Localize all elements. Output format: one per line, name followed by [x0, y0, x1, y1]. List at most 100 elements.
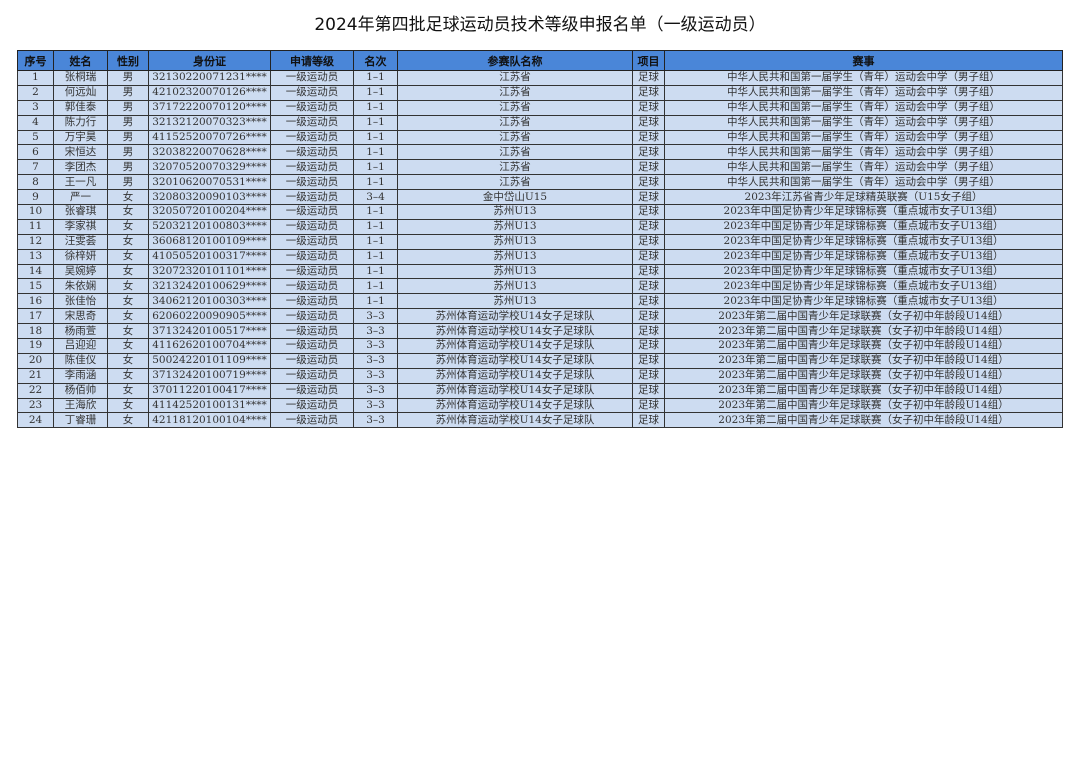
table-row: 14 吴婉婷女 32072320101101**** 一级运动员 1–1 苏州U13 足球 2… [17, 263, 1063, 280]
col-gender-cell: 男 [107, 114, 149, 131]
table-row: 12 汪雯荟女 36068120100109**** 一级运动员 1–1 苏州U13 足球 2… [17, 233, 1063, 250]
col-level-cell: 一级运动员 [270, 189, 354, 206]
col-rank-cell: 1–1 [353, 114, 398, 131]
col-rank-cell: 1–1 [353, 204, 398, 220]
col-gender-cell: 女 [107, 323, 149, 340]
col-event-cell: 2023年中国足协青少年足球锦标赛（重点城市女子U13组） [664, 204, 1063, 220]
col-name-cell: 宋思奇 [53, 308, 108, 325]
col-name-cell: 汪雯荟 [53, 233, 108, 250]
col-gender-cell: 女 [107, 248, 149, 265]
col-index-cell: 9 [17, 189, 54, 206]
table-row: 18 杨雨萱女 37132420100517**** 一级运动员 3–3 苏州体育运动学校… [17, 323, 1063, 340]
col-sport-cell: 足球 [632, 263, 665, 280]
col-sport-cell: 足球 [632, 323, 665, 340]
col-id-cell: 32072320101101**** [148, 263, 271, 280]
col-team-cell: 苏州U13 [397, 263, 633, 280]
col-id-cell: 34062120100303**** [148, 293, 271, 310]
col-gender-cell: 女 [107, 382, 149, 399]
header-col-gender: 性别 [107, 50, 149, 71]
col-id-cell: 32130220071231**** [148, 70, 271, 86]
col-gender-cell: 男 [107, 129, 149, 146]
col-event-cell: 2023年中国足协青少年足球锦标赛（重点城市女子U13组） [664, 263, 1063, 280]
col-level-cell: 一级运动员 [270, 159, 354, 176]
col-team-cell: 苏州U13 [397, 278, 633, 295]
col-name-cell: 吕迎迎 [53, 338, 108, 354]
col-gender-cell: 男 [107, 174, 149, 191]
col-index-cell: 15 [17, 278, 54, 295]
col-id-cell: 41162620100704**** [148, 338, 271, 354]
col-sport-cell: 足球 [632, 218, 665, 235]
header-col-index: 序号 [17, 50, 54, 71]
col-event-cell: 2023年江苏省青少年足球精英联赛（U15女子组） [664, 189, 1063, 206]
col-id-cell: 37132420100719**** [148, 367, 271, 384]
col-id-cell: 37172220070120**** [148, 99, 271, 116]
table-row: 20 陈佳仪女 50024220101109**** 一级运动员 3–3 苏州体育运动学校… [17, 352, 1063, 369]
col-team-cell: 苏州U13 [397, 218, 633, 235]
col-sport-cell: 足球 [632, 204, 665, 220]
col-rank-cell: 1–1 [353, 70, 398, 86]
col-rank-cell: 1–1 [353, 278, 398, 295]
col-event-cell: 2023年第二届中国青少年足球联赛（女子初中年龄段U14组） [664, 308, 1063, 325]
col-index-cell: 23 [17, 397, 54, 414]
col-index-cell: 7 [17, 159, 54, 176]
col-index-cell: 12 [17, 233, 54, 250]
col-level-cell: 一级运动员 [270, 293, 354, 310]
table-row: 6 宋恒达男 32038220070628**** 一级运动员 1–1 江苏省 足球 中华人民… [17, 144, 1063, 161]
col-gender-cell: 女 [107, 338, 149, 354]
col-index-cell: 14 [17, 263, 54, 280]
col-event-cell: 2023年第二届中国青少年足球联赛（女子初中年龄段U14组） [664, 367, 1063, 384]
col-sport-cell: 足球 [632, 367, 665, 384]
table-row: 3 郭佳泰男 37172220070120**** 一级运动员 1–1 江苏省 足球 中华人民… [17, 99, 1063, 116]
col-id-cell: 32080320090103**** [148, 189, 271, 206]
col-gender-cell: 女 [107, 412, 149, 429]
col-rank-cell: 1–1 [353, 293, 398, 310]
col-level-cell: 一级运动员 [270, 144, 354, 161]
col-name-cell: 何远灿 [53, 84, 108, 101]
col-name-cell: 张睿琪 [53, 204, 108, 220]
col-id-cell: 32132420100629**** [148, 278, 271, 295]
col-sport-cell: 足球 [632, 308, 665, 325]
col-sport-cell: 足球 [632, 293, 665, 310]
col-gender-cell: 女 [107, 308, 149, 325]
col-id-cell: 32070520070329**** [148, 159, 271, 176]
col-sport-cell: 足球 [632, 84, 665, 101]
table-row: 11 李家祺女 52032120100803**** 一级运动员 1–1 苏州U13 足球 2… [17, 218, 1063, 235]
col-level-cell: 一级运动员 [270, 323, 354, 340]
col-name-cell: 杨佰帅 [53, 382, 108, 399]
col-index-cell: 3 [17, 99, 54, 116]
table-row: 5 万宇昊男 41152520070726**** 一级运动员 1–1 江苏省 足球 中华人民… [17, 129, 1063, 146]
col-name-cell: 王海欣 [53, 397, 108, 414]
col-team-cell: 苏州U13 [397, 248, 633, 265]
col-event-cell: 中华人民共和国第一届学生（青年）运动会中学（男子组） [664, 70, 1063, 86]
col-index-cell: 4 [17, 114, 54, 131]
col-id-cell: 62060220090905**** [148, 308, 271, 325]
col-gender-cell: 女 [107, 397, 149, 414]
col-event-cell: 2023年第二届中国青少年足球联赛（女子初中年龄段U14组） [664, 412, 1063, 429]
header-col-name: 姓名 [53, 50, 108, 71]
col-sport-cell: 足球 [632, 352, 665, 369]
col-rank-cell: 1–1 [353, 159, 398, 176]
col-index-cell: 19 [17, 338, 54, 354]
col-gender-cell: 女 [107, 278, 149, 295]
col-id-cell: 36068120100109**** [148, 233, 271, 250]
col-name-cell: 李团杰 [53, 159, 108, 176]
col-event-cell: 中华人民共和国第一届学生（青年）运动会中学（男子组） [664, 114, 1063, 131]
header-col-sport: 项目 [632, 50, 665, 71]
col-event-cell: 2023年中国足协青少年足球锦标赛（重点城市女子U13组） [664, 278, 1063, 295]
table-row: 9 严一女 32080320090103**** 一级运动员 3–4 金中岱山U15 足球 2… [17, 189, 1063, 206]
col-level-cell: 一级运动员 [270, 412, 354, 429]
col-rank-cell: 3–4 [353, 189, 398, 206]
col-event-cell: 2023年中国足协青少年足球锦标赛（重点城市女子U13组） [664, 293, 1063, 310]
col-sport-cell: 足球 [632, 70, 665, 86]
col-sport-cell: 足球 [632, 189, 665, 206]
table-row: 4 陈力行男 32132120070323**** 一级运动员 1–1 江苏省 足球 中华人民… [17, 114, 1063, 131]
col-sport-cell: 足球 [632, 338, 665, 354]
col-index-cell: 11 [17, 218, 54, 235]
col-rank-cell: 1–1 [353, 248, 398, 265]
col-event-cell: 2023年第二届中国青少年足球联赛（女子初中年龄段U14组） [664, 338, 1063, 354]
page-title: 2024年第四批足球运动员技术等级申报名单（一级运动员） [314, 15, 766, 35]
col-gender-cell: 女 [107, 218, 149, 235]
header-col-team: 参赛队名称 [397, 50, 633, 71]
col-sport-cell: 足球 [632, 144, 665, 161]
col-name-cell: 李雨涵 [53, 367, 108, 384]
